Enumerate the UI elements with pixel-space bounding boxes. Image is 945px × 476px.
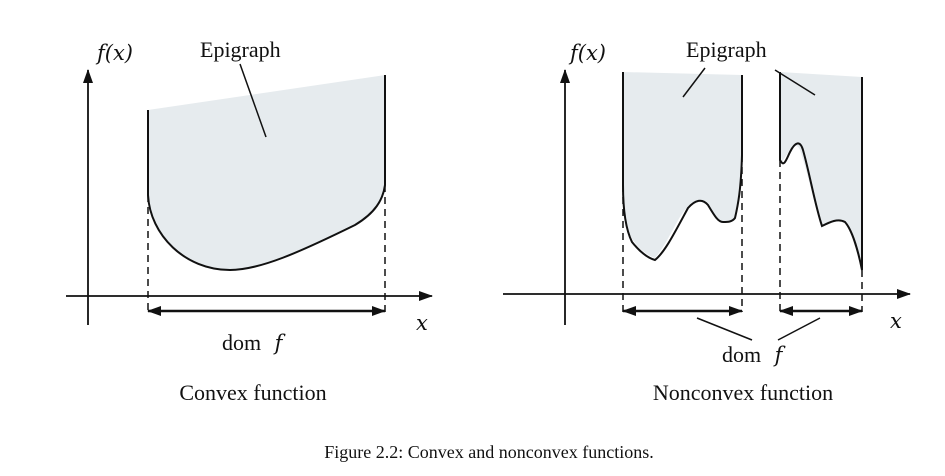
right-epigraph-pointer-1 (682, 67, 706, 98)
left-dom-prefix: dom (222, 330, 261, 355)
right-panel: f(x) x Epigraph dom f Nonconvex function (503, 37, 911, 405)
right-epigraph-region-2 (780, 72, 862, 270)
left-panel: f(x) x Epigraph dom f Convex function (66, 37, 433, 405)
right-dom-var: f (773, 343, 786, 367)
right-panel-title: Nonconvex function (653, 380, 833, 405)
right-nonconvex-curve-2 (779, 72, 863, 271)
figure-caption: Figure 2.2: Convex and nonconvex functio… (324, 442, 653, 462)
right-nonconvex-curve-1 (622, 72, 743, 262)
left-epigraph-pointer (239, 63, 267, 138)
right-dom-label: dom f (722, 342, 786, 367)
right-dom-pointer-2 (777, 317, 821, 341)
right-epigraph-label: Epigraph (686, 37, 767, 62)
left-dom-label: dom f (222, 330, 286, 355)
left-y-axis-label: f(x) (95, 41, 133, 65)
right-dom-prefix: dom (722, 342, 761, 367)
right-x-axis-label: x (890, 309, 902, 333)
right-y-axis-label: f(x) (568, 41, 606, 65)
left-panel-title: Convex function (179, 380, 326, 405)
left-dom-var: f (273, 331, 286, 355)
left-convex-curve (147, 75, 386, 272)
left-x-axis-label: x (416, 311, 428, 335)
right-dom-pointer-1 (696, 317, 753, 341)
left-epigraph-region (148, 75, 385, 270)
right-epigraph-region-1 (623, 72, 742, 258)
left-epigraph-label: Epigraph (200, 37, 281, 62)
right-epigraph-pointer-2 (774, 69, 816, 96)
